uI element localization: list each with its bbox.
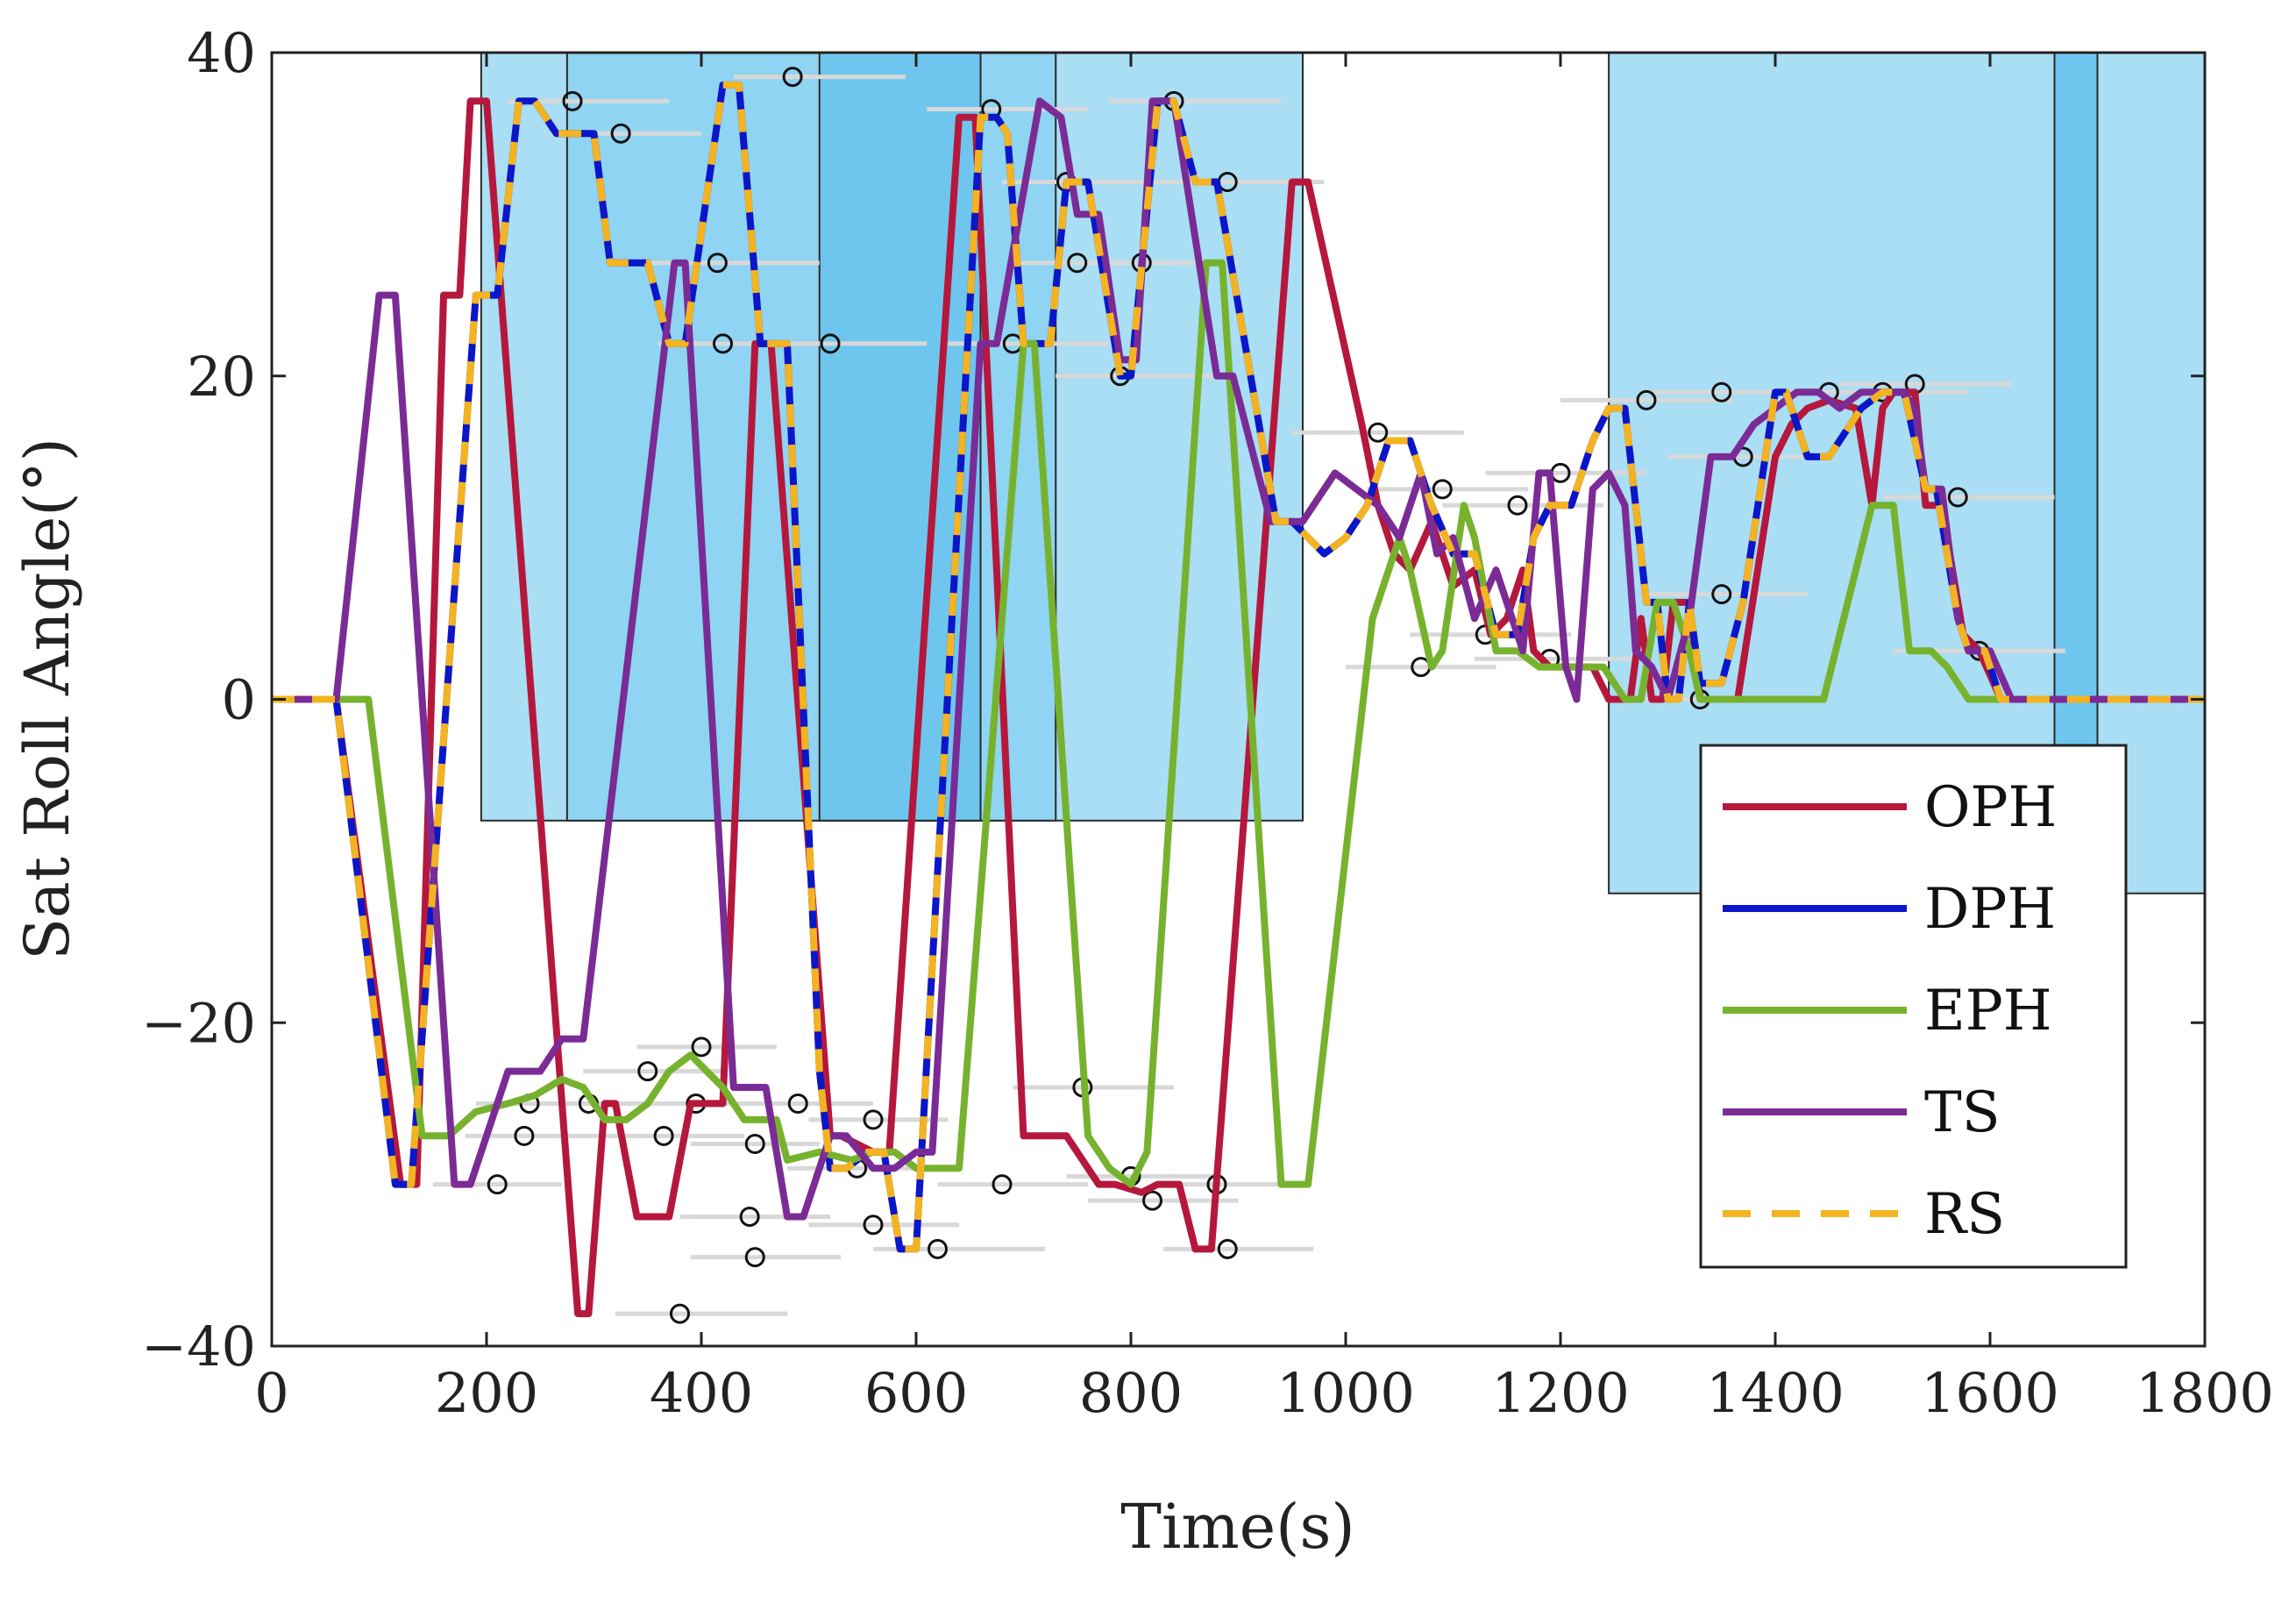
marker-point-22 [928,1238,948,1259]
marker-point-18 [820,333,841,354]
marker-point-3 [562,90,583,111]
marker-point-36 [1217,1238,1238,1259]
x-tick-label: 1800 [2136,1361,2274,1425]
legend-box [1699,744,2128,1269]
marker-point-52 [1947,487,1968,508]
marker-point-15 [744,1134,765,1155]
x-axis-title: Time(s) [1120,1491,1354,1563]
y-tick-label: 20 [187,345,256,409]
legend-label-eph: EPH [1924,979,2052,1044]
marker-point-24 [992,1174,1013,1195]
shaded-region-1 [565,53,1057,822]
marker-point-1 [514,1125,535,1146]
x-tick-label: 1600 [1921,1361,2059,1425]
y-tick-label: 40 [187,21,256,85]
marker-point-10 [691,1037,712,1058]
marker-point-16 [782,67,803,88]
x-tick-label: 1200 [1491,1361,1630,1425]
legend: OPH DPH EPH TS RS [1699,744,2128,1269]
x-tick-label: 200 [435,1361,538,1425]
y-axis-title: Sat Roll Angle(°) [11,438,83,960]
marker-point-12 [713,333,733,354]
marker-point-11 [707,253,728,274]
marker-point-27 [1067,253,1088,274]
x-tick-label: 1000 [1276,1361,1415,1425]
marker-point-41 [1507,495,1528,516]
series-line-rs [272,81,2205,1253]
marker-point-47 [1711,381,1732,403]
legend-label-oph: OPH [1924,775,2057,840]
y-tick-label: −20 [141,991,256,1055]
marker-point-13 [739,1207,760,1227]
series-line-ts [272,97,2205,1221]
x-tick-label: 0 [254,1361,288,1425]
legend-label-ts: TS [1924,1080,2001,1145]
marker-point-8 [670,1303,690,1324]
x-tick-label: 1400 [1706,1361,1845,1425]
x-tick-label: 400 [650,1361,753,1425]
marker-point-21 [863,1109,884,1130]
marker-point-14 [744,1247,765,1268]
x-tick-label: 600 [864,1361,968,1425]
axis-ticks: 0 200 400 600 800 1000 1200 1400 1600 1800 −40 −20 0… [141,21,2274,1425]
marker-point-20 [863,1215,884,1236]
marker-point-39 [1432,479,1453,500]
marker-point-7 [653,1125,674,1146]
y-tick-label: −40 [141,1314,256,1379]
legend-label-rs: RS [1924,1182,2005,1247]
marker-point-0 [487,1174,508,1195]
y-tick-label: 0 [222,668,256,732]
marker-point-32 [1142,1190,1162,1211]
x-tick-label: 800 [1079,1361,1183,1425]
marker-point-37 [1368,422,1389,443]
marker-point-46 [1711,584,1732,605]
marker-point-5 [610,123,631,144]
marker-point-6 [637,1061,658,1082]
legend-label-dph: DPH [1924,877,2056,942]
series-lines [272,81,2205,1318]
marker-point-44 [1636,389,1657,410]
marker-point-17 [787,1093,808,1114]
